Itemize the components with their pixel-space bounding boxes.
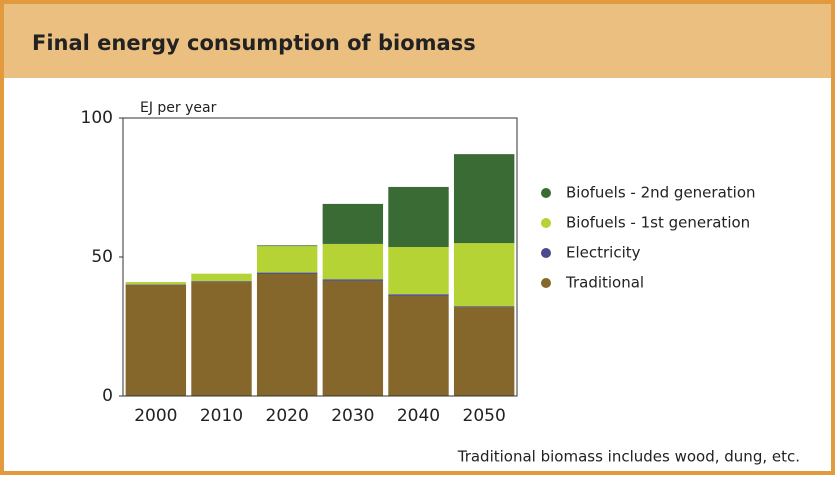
legend-marker [541,218,551,228]
legend-marker [541,248,551,258]
legend-label: Electricity [566,244,641,262]
y-tick-label: 50 [91,247,113,267]
legend-marker [541,278,551,288]
x-tick-label: 2010 [200,406,243,426]
legend-label: Traditional [565,274,644,292]
bar-segment [256,272,318,274]
bar-segment [191,273,252,282]
note: Traditional biomass includes wood, dung,… [457,448,800,466]
bar-segment [256,246,318,273]
bar-segment [125,284,187,396]
bar-segment [388,186,449,247]
bar-segment [322,203,384,244]
bar-segment [191,282,252,396]
legend-label: Biofuels - 2nd generation [566,184,756,202]
bar-segment [191,281,252,283]
x-tick-label: 2040 [397,406,440,426]
bar-segment [322,243,384,280]
bar-segment [322,279,384,281]
bar-segment [322,280,384,396]
x-tick-label: 2000 [134,406,177,426]
bar-segment [256,245,318,247]
bar-segment [453,306,515,308]
y-axis-label: EJ per year [140,100,217,116]
y-tick-label: 100 [81,108,113,128]
bar-segment [125,284,187,285]
y-tick-label: 0 [102,386,113,406]
chart-title: Final energy consumption of biomass [32,31,476,55]
bar-segment [125,282,187,285]
plot-border [122,117,518,397]
bar-segment [453,307,515,396]
legend-marker [541,188,551,198]
header [4,4,831,78]
x-tick-label: 2050 [463,406,506,426]
bar-segment [388,294,449,296]
bar-segment [453,243,515,307]
x-tick-label: 2020 [266,406,309,426]
bar-segment [453,154,515,244]
legend-label: Biofuels - 1st generation [566,214,750,232]
bar-segment [388,246,449,295]
bar-segment [388,295,449,396]
x-tick-label: 2030 [331,406,374,426]
bar-segment [256,273,318,396]
